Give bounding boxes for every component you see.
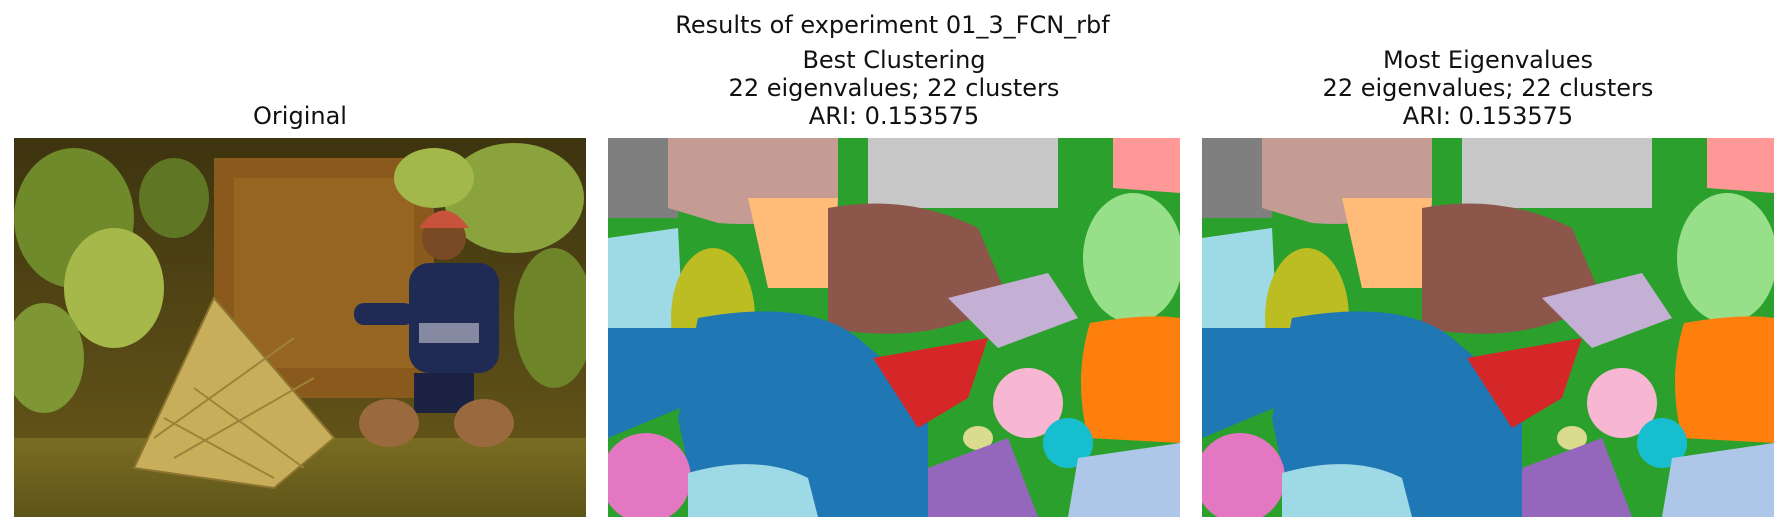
foliage-right	[394, 143, 586, 388]
foliage-left	[14, 148, 209, 413]
figure-suptitle: Results of experiment 01_3_FCN_rbf	[675, 11, 1110, 39]
title-line: ARI: 0.153575	[808, 102, 980, 130]
title-line: ARI: 0.153575	[1402, 102, 1574, 130]
panel-best-title: Best Clustering 22 eigenvalues; 22 clust…	[608, 46, 1180, 130]
title-line: 22 eigenvalues; 22 clusters	[728, 74, 1060, 102]
title-line: Original	[253, 102, 347, 130]
original-photo	[14, 138, 586, 517]
panel-most-title: Most Eigenvalues 22 eigenvalues; 22 clus…	[1202, 46, 1774, 130]
segmentation-map	[608, 138, 1180, 517]
title-line: 22 eigenvalues; 22 clusters	[1322, 74, 1654, 102]
panel-most	[1202, 138, 1774, 517]
title-line: Most Eigenvalues	[1382, 46, 1594, 74]
panel-original	[14, 138, 586, 517]
segmentation-map	[1202, 138, 1774, 517]
bamboo-basket	[132, 296, 336, 490]
panel-best	[608, 138, 1180, 517]
boy	[354, 210, 514, 447]
panel-original-title: Original	[14, 102, 586, 130]
title-line: Best Clustering	[802, 46, 986, 74]
